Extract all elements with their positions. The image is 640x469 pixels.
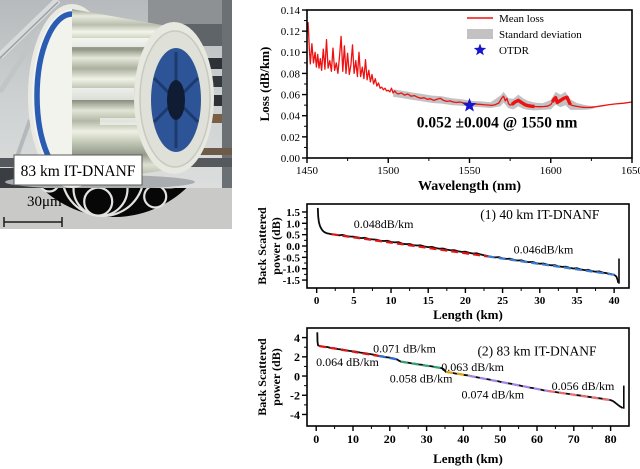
x-tick-label: 50 bbox=[494, 432, 506, 446]
legend-swatch-standard-deviation bbox=[467, 29, 493, 39]
legend-label-standard-deviation: Standard deviation bbox=[499, 29, 582, 41]
annotation-0-058-db-km: 0.058 dB/km bbox=[390, 371, 453, 385]
otdr-trace-83km-chart: (2) 83 km IT-DNANF 0.064 dB/km 0.071 dB/km… bbox=[255, 322, 640, 469]
x-tick-label: 25 bbox=[497, 295, 509, 307]
spool-label-text: 83 km IT-DNANF bbox=[21, 163, 136, 180]
y-tick-label: -2 bbox=[290, 389, 300, 403]
fiber-spool bbox=[28, 4, 214, 188]
y-axis-label: power (dB) bbox=[269, 348, 283, 405]
series-fit-0-058 bbox=[400, 360, 444, 370]
x-tick-label: 5 bbox=[351, 295, 357, 307]
annotation-2-83-km-it-dnanf: (2) 83 km IT-DNANF bbox=[477, 343, 597, 358]
y-tick-label: 0.02 bbox=[281, 132, 300, 144]
x-tick-label: 20 bbox=[384, 432, 396, 446]
series-mean-loss bbox=[306, 22, 633, 109]
x-tick-label: 1600 bbox=[540, 165, 563, 177]
fiber-spool-photo-panel: 83 km IT-DNANF bbox=[0, 0, 232, 188]
y-tick-label: 1.0 bbox=[286, 218, 300, 230]
x-axis-label: Length (km) bbox=[433, 451, 503, 466]
x-tick-label: 15 bbox=[423, 295, 435, 307]
loss-spectrum-chart: 0.052 ±0.004 @ 1550 nm 1450 1500 1550 1600 16… bbox=[255, 0, 640, 196]
x-tick-label: 0 bbox=[314, 295, 320, 307]
y-tick-label: 0.14 bbox=[281, 5, 301, 17]
y-tick-label: 0.10 bbox=[281, 47, 301, 59]
y-tick-label: -0.5 bbox=[283, 252, 301, 264]
series-fit-0-048 bbox=[331, 233, 488, 258]
x-tick-label: 70 bbox=[568, 432, 580, 446]
y-tick-label: 0.0 bbox=[286, 241, 300, 253]
x-tick-label: 20 bbox=[460, 295, 472, 307]
x-tick-label: 30 bbox=[534, 295, 546, 307]
y-axis-label: Back Scattered bbox=[255, 338, 269, 416]
otdr-40km-svg: (1) 40 km IT-DNANF 0.048dB/km 0.046dB/km 0 5… bbox=[255, 203, 630, 322]
scale-bar bbox=[3, 217, 63, 227]
legend-label-mean-loss: Mean loss bbox=[499, 13, 544, 25]
y-tick-label: 1.5 bbox=[286, 207, 300, 219]
x-tick-label: 80 bbox=[605, 432, 617, 446]
scale-bar-label: 30μm bbox=[27, 194, 62, 210]
y-tick-label: -1.0 bbox=[283, 264, 301, 276]
series-fit-0-074 bbox=[468, 374, 549, 393]
y-tick-label: -4 bbox=[290, 408, 300, 422]
y-tick-label: 0.06 bbox=[281, 90, 301, 102]
y-tick-label: 0.12 bbox=[281, 26, 300, 38]
x-tick-label: 10 bbox=[386, 295, 398, 307]
y-axis-label: Loss (dB/km) bbox=[257, 47, 272, 122]
marker-otdr bbox=[462, 97, 477, 112]
series-fit-0-063 bbox=[445, 370, 470, 377]
annotation-0-046db-km: 0.046dB/km bbox=[514, 243, 574, 257]
otdr-83km-svg: (2) 83 km IT-DNANF 0.064 dB/km0.071 dB/km… bbox=[255, 327, 630, 466]
annotation-0-056-db-km: 0.056 dB/km bbox=[552, 379, 615, 393]
annotation-0-052-0-004-1550-nm: 0.052 ±0.004 @ 1550 nm bbox=[417, 114, 578, 131]
spool-label: 83 km IT-DNANF bbox=[13, 154, 143, 186]
series-fit-0-064 bbox=[318, 344, 379, 358]
annotation-0-064-db-km: 0.064 dB/km bbox=[316, 355, 379, 369]
y-tick-label: -1.5 bbox=[283, 275, 301, 287]
x-axis-label: Length (km) bbox=[433, 307, 503, 322]
x-tick-label: 1500 bbox=[377, 165, 400, 177]
series-mean-thick-b bbox=[550, 95, 572, 106]
annotation-0-074-db-km: 0.074 dB/km bbox=[461, 388, 524, 402]
series-fit-0-071 bbox=[378, 354, 398, 361]
x-tick-label: 1450 bbox=[296, 165, 319, 177]
y-tick-label: 0.00 bbox=[281, 153, 301, 165]
x-axis-label: Wavelength (nm) bbox=[418, 179, 521, 194]
otdr-trace-40km-chart: (1) 40 km IT-DNANF 0.048dB/km 0.046dB/km 0 5… bbox=[255, 196, 640, 322]
annotation-1-40-km-it-dnanf: (1) 40 km IT-DNANF bbox=[480, 207, 600, 222]
legend-label-otdr: OTDR bbox=[499, 45, 530, 57]
y-tick-label: 0.08 bbox=[281, 68, 301, 80]
annotation-0-071-db-km: 0.071 dB/km bbox=[373, 342, 436, 356]
x-tick-label: 0 bbox=[313, 432, 319, 446]
x-tick-label: 30 bbox=[421, 432, 433, 446]
x-tick-label: 40 bbox=[609, 295, 621, 307]
x-tick-label: 60 bbox=[531, 432, 543, 446]
fiber-spool-photo: 83 km IT-DNANF bbox=[0, 0, 232, 188]
band-standard-deviation bbox=[393, 89, 595, 111]
annotation-0-063-db-km: 0.063 dB/km bbox=[441, 360, 504, 374]
y-tick-label: 4 bbox=[294, 331, 300, 345]
x-tick-label: 35 bbox=[571, 295, 583, 307]
annotation-0-048db-km: 0.048dB/km bbox=[354, 217, 414, 231]
x-tick-label: 40 bbox=[457, 432, 469, 446]
series-mean-thick-a bbox=[510, 98, 535, 109]
legend-swatch-otdr bbox=[473, 43, 487, 56]
y-axis-label: Back Scattered bbox=[255, 207, 269, 285]
y-tick-label: 0 bbox=[294, 369, 300, 383]
x-tick-label: 10 bbox=[347, 432, 359, 446]
y-tick-label: 0.5 bbox=[286, 230, 300, 242]
y-axis-label: power (dB) bbox=[269, 217, 283, 274]
legend: Mean loss Standard deviation OTDR bbox=[467, 13, 582, 57]
y-tick-label: 0.04 bbox=[281, 111, 301, 123]
x-tick-label: 1550 bbox=[459, 165, 482, 177]
loss-spectrum-svg: 0.052 ±0.004 @ 1550 nm 1450 1500 1550 1600 16… bbox=[257, 5, 640, 194]
plot-frame bbox=[306, 327, 630, 427]
y-tick-label: 2 bbox=[294, 350, 300, 364]
